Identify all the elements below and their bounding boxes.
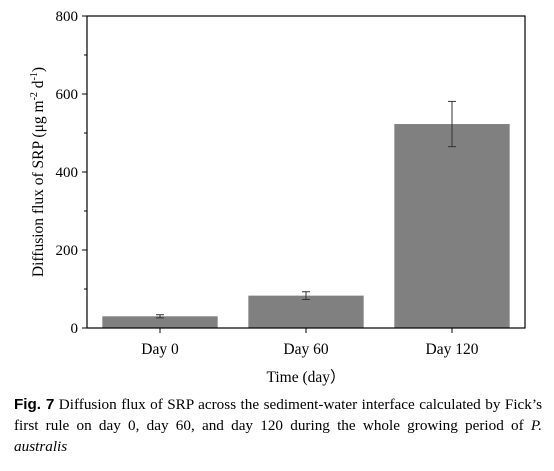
x-axis-label: Time (day） [266,369,345,386]
bar-day-0 [102,316,218,328]
error-bars-layer [156,100,456,319]
x-tick-label: Day 0 [141,341,179,358]
y-axis-label-mid: d [30,80,47,92]
error-bar-day-60 [302,291,310,301]
species-name: P. australis [14,417,543,455]
y-tick-label: 800 [56,9,79,25]
y-tick-label: 600 [56,87,79,103]
y-axis-label-base: Diffusion flux of SRP (μg m [30,100,47,277]
x-tick-label: Day 60 [283,341,328,358]
y-axis-label-sup-1: -2 [29,92,40,100]
y-tick-label: 200 [56,243,79,259]
x-axis-ticks: Day 0 Day 60 Day 120 [141,328,479,358]
figure-caption: Fig. 7 Diffusion flux of SRP across the … [14,394,542,457]
figure-label: Fig. 7 [14,396,55,413]
y-axis-label: Diffusion flux of SRP (μg m-2 d-1) [29,67,47,277]
y-axis-ticks: 0 200 400 600 800 [56,9,87,337]
bar-day-120 [394,124,510,328]
caption-text: Diffusion flux of SRP across the sedimen… [14,396,542,434]
y-axis-label-end: ) [30,67,47,72]
y-axis-label-sup-2: -1 [29,72,40,80]
bars-layer [102,124,510,328]
y-tick-label: 0 [71,321,79,337]
x-tick-label: Day 120 [426,341,479,358]
bar-chart: 0 200 400 600 800 Day 0 Day 60 Day 120 Time (d… [29,9,526,386]
error-bar-day-120 [448,100,456,148]
error-bar-day-0 [156,314,164,319]
bar-day-60 [248,295,364,328]
y-tick-label: 400 [56,165,79,181]
